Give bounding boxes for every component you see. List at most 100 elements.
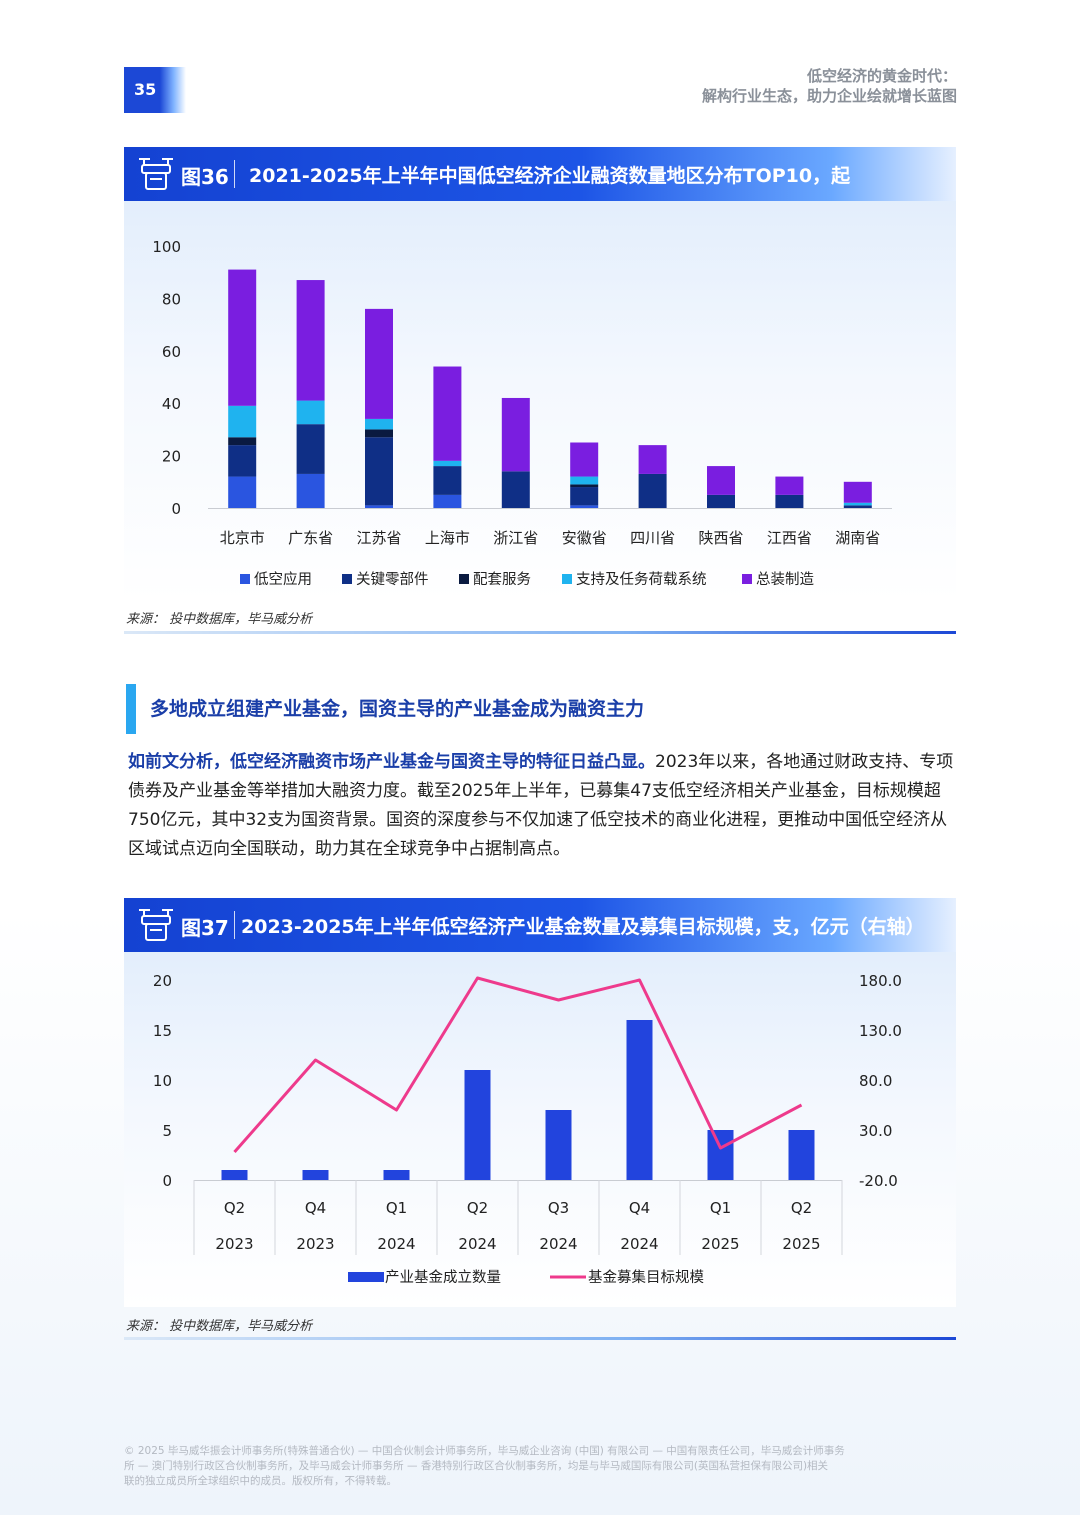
- drone-icon: [139, 158, 173, 190]
- y-tick-label: 100: [152, 238, 181, 256]
- figure-37-header: 图37 2023-2025年上半年低空经济产业基金数量及募集目标规模，支，亿元（…: [124, 898, 956, 952]
- x-tick-label: 广东省: [288, 529, 333, 547]
- footer-line-3: 联的独立成员所全球组织中的成员。版权所有，不得转载。: [124, 1475, 397, 1487]
- body-lead: 如前文分析，低空经济融资市场产业基金与国资主导的特征日益凸显。: [128, 752, 655, 772]
- x-tick-label: Q2: [224, 1199, 245, 1217]
- bar-segment: [228, 476, 257, 508]
- y-tick-label: 10: [153, 1072, 172, 1090]
- x-tick-label: 江西省: [767, 529, 812, 547]
- legend-swatch: [742, 574, 752, 584]
- y-tick-label: 5: [162, 1122, 172, 1140]
- bar-segment: [775, 476, 804, 495]
- figure-37-number: 图37: [181, 916, 229, 940]
- x-tick-label: 2024: [377, 1235, 415, 1253]
- y-tick-label: 80: [162, 290, 181, 308]
- y2-tick-label: 130.0: [859, 1022, 902, 1040]
- legend-label: 低空应用: [254, 570, 312, 588]
- figure-36-chart-area: 0 20 40 60 80 100 北京市 广东省 江苏省 上海市 浙江省 安徽省 四川省 陕西省 江西省 湖…: [124, 201, 956, 601]
- figure-37-source: 来源： 投中数据库，毕马威分析: [126, 1319, 313, 1334]
- bar-segment: [775, 494, 804, 508]
- page-number: 35: [134, 80, 157, 99]
- y-tick-label: 20: [162, 448, 181, 466]
- figure-36-source: 来源： 投中数据库，毕马威分析: [126, 612, 313, 627]
- report-header: 低空经济的黄金时代： 解构行业生态，助力企业绘就增长蓝图: [702, 66, 957, 106]
- x-tick-label: 安徽省: [562, 529, 607, 547]
- bar: [788, 1130, 815, 1180]
- bar: [221, 1170, 248, 1180]
- figure-36-header: 图36 2021-2025年上半年中国低空经济企业融资数量地区分布TOP10，起: [124, 147, 956, 201]
- bar: [707, 1130, 734, 1180]
- bar-segment: [638, 473, 667, 508]
- bar: [383, 1170, 410, 1180]
- bar-segment: [501, 471, 530, 508]
- bar-segment: [228, 269, 257, 406]
- header-line-2: 解构行业生态，助力企业绘就增长蓝图: [701, 87, 957, 105]
- bar-segment: [707, 466, 735, 495]
- bar-segment: [570, 476, 599, 485]
- bar-segment: [228, 445, 257, 477]
- body-paragraph: 如前文分析，低空经济融资市场产业基金与国资主导的特征日益凸显。2023年以来，各…: [128, 748, 958, 864]
- figure-37-chart: 0 5 10 15 20 -20.0 30.0 80.0 130.0 180.0 Q2 2023 Q4 2…: [153, 972, 902, 1286]
- x-tick-label: 2023: [215, 1235, 253, 1253]
- bar-segment: [365, 505, 393, 508]
- y2-tick-label: -20.0: [859, 1172, 898, 1190]
- bar-segment: [843, 505, 872, 508]
- bar-segment: [433, 366, 462, 461]
- bar: [302, 1170, 329, 1180]
- page-number-badge: 35: [124, 67, 186, 113]
- bar: [545, 1110, 572, 1180]
- legend-swatch: [348, 1272, 384, 1282]
- copyright-footer: © 2025 毕马威华振会计师事务所(特殊普通合伙) — 中国合伙制会计师事务所…: [124, 1444, 954, 1489]
- section-title: 多地成立组建产业基金，国资主导的产业基金成为融资主力: [126, 684, 644, 734]
- y2-tick-label: 30.0: [859, 1122, 892, 1140]
- line-series: [233, 976, 803, 1153]
- y-tick-label: 60: [162, 343, 181, 361]
- x-tick-label: Q4: [305, 1199, 326, 1217]
- x-tick-label: 2024: [539, 1235, 577, 1253]
- bar: [626, 1020, 653, 1180]
- legend-label: 基金募集目标规模: [588, 1269, 704, 1286]
- bar-segment: [501, 397, 530, 472]
- bar: [464, 1070, 491, 1180]
- legend-label: 配套服务: [473, 571, 531, 588]
- figure-37-title: 2023-2025年上半年低空经济产业基金数量及募集目标规模，支，亿元（右轴）: [241, 916, 925, 938]
- x-tick-label: 湖南省: [835, 529, 880, 547]
- bar-segment: [296, 473, 325, 508]
- legend-swatch: [562, 574, 572, 584]
- y-tick-label: 15: [153, 1022, 172, 1040]
- body-text: 2023年以来，各地通过财政支持、专项债券及产业基金等举措加大融资力度。截至20…: [128, 752, 954, 859]
- bar-segment: [707, 494, 735, 508]
- x-tick-label: Q2: [791, 1199, 812, 1217]
- bar-segment: [365, 437, 393, 506]
- bar-segment: [365, 308, 393, 419]
- x-tick-label: Q1: [710, 1199, 731, 1217]
- y-tick-label: 20: [153, 972, 172, 990]
- y2-tick-label: 180.0: [859, 972, 902, 990]
- legend-label: 产业基金成立数量: [385, 1269, 501, 1286]
- figure-36-number: 图36: [181, 165, 229, 189]
- drone-icon: [139, 909, 173, 941]
- bar-segment: [570, 487, 599, 506]
- bar-segment: [365, 418, 393, 430]
- x-tick-label: 浙江省: [493, 529, 538, 547]
- bar-segment: [296, 400, 325, 425]
- bar-segment: [433, 460, 462, 467]
- legend-swatch: [240, 574, 250, 584]
- x-tick-label: Q4: [629, 1199, 650, 1217]
- x-tick-label: 2023: [296, 1235, 334, 1253]
- x-tick-label: 陕西省: [698, 529, 743, 547]
- footer-line-1: © 2025 毕马威华振会计师事务所(特殊普通合伙) — 中国合伙制会计师事务所…: [124, 1445, 845, 1457]
- bar-segment: [433, 466, 462, 495]
- bar-segment: [365, 429, 393, 438]
- bar-segment: [433, 494, 462, 508]
- bar-segment: [843, 481, 872, 503]
- legend-label: 关键零部件: [356, 571, 429, 588]
- y-tick-label: 0: [171, 500, 181, 518]
- x-tick-label: 2025: [782, 1235, 820, 1253]
- header-line-1: 低空经济的黄金时代：: [806, 67, 957, 85]
- x-tick-label: Q2: [467, 1199, 488, 1217]
- y2-tick-label: 80.0: [859, 1072, 892, 1090]
- x-tick-label: 2024: [458, 1235, 496, 1253]
- x-tick-label: 北京市: [220, 529, 265, 547]
- figure-37-chart-area: 0 5 10 15 20 -20.0 30.0 80.0 130.0 180.0 Q2 2023 Q4 2…: [124, 952, 956, 1307]
